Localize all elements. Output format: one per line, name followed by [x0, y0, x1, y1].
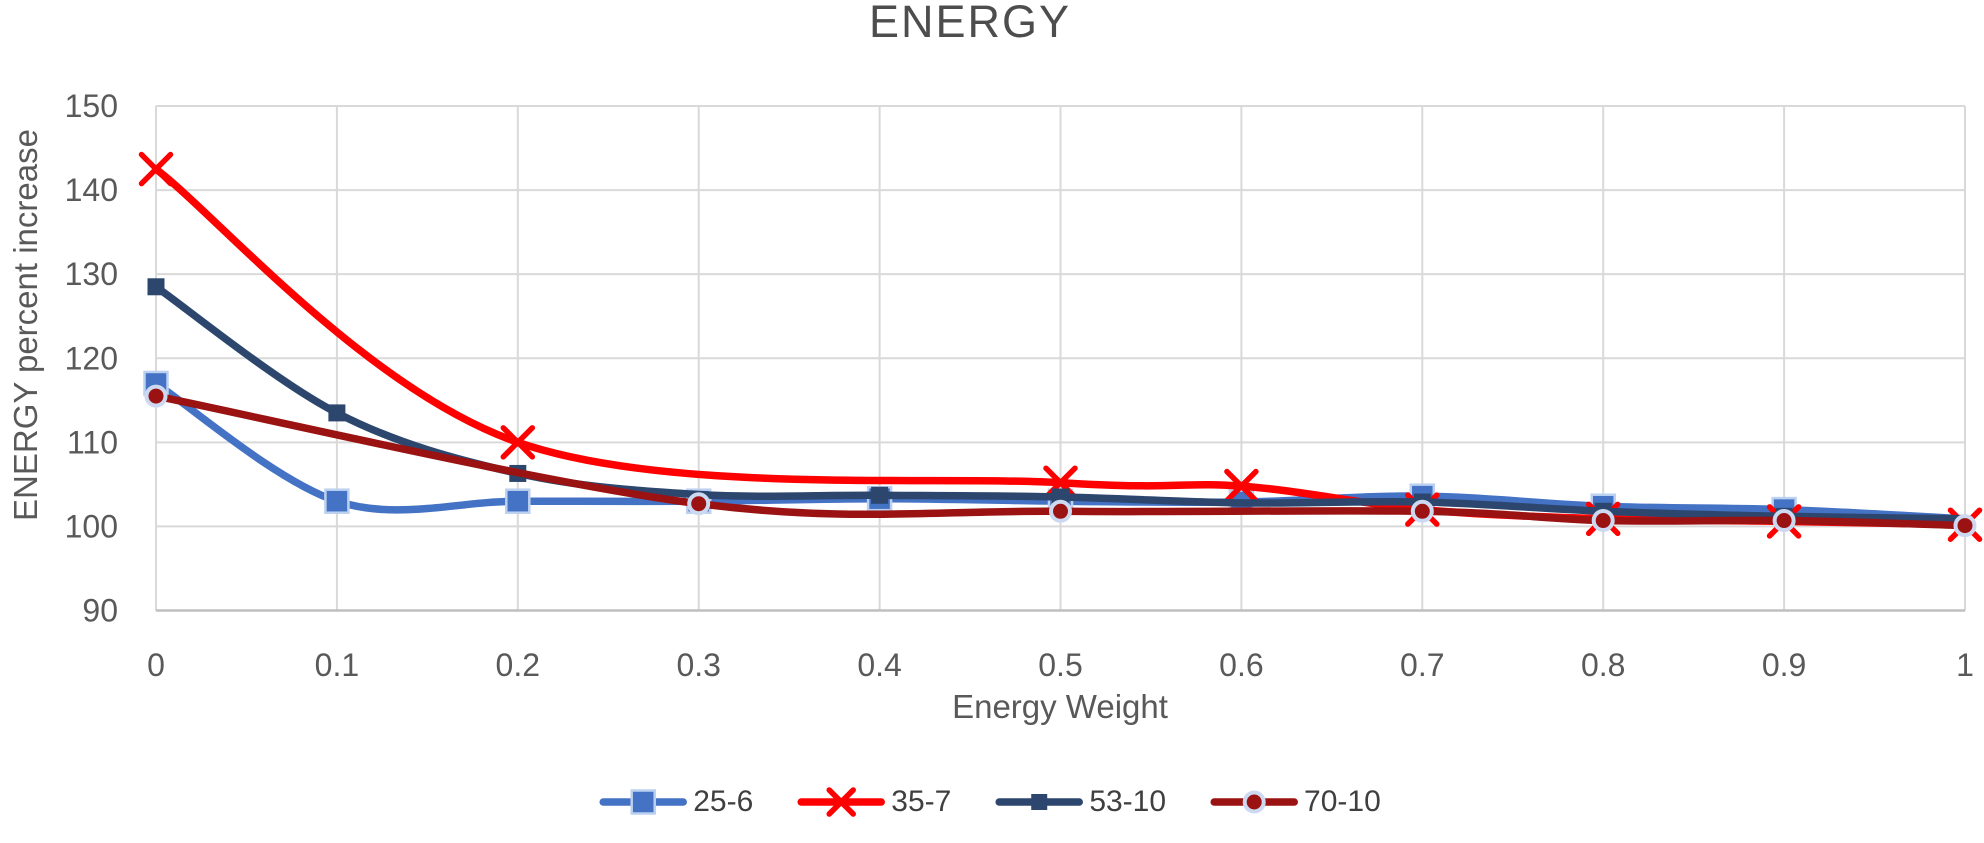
y-tick-label: 100	[65, 508, 118, 544]
legend-label: 25-6	[693, 785, 754, 818]
legend-item-25-6: 25-6	[599, 785, 753, 819]
x-tick-label: 0.4	[857, 647, 901, 683]
marker-70-10	[1591, 509, 1615, 533]
legend-label: 53-10	[1089, 785, 1167, 818]
y-tick-label: 150	[65, 88, 118, 124]
chart-title: ENERGY	[868, 0, 1072, 47]
marker-70-10	[1410, 499, 1434, 523]
y-tick-label: 140	[65, 172, 118, 208]
marker-35-7	[1043, 465, 1078, 500]
marker-35-7	[1224, 468, 1259, 504]
y-tick-label: 130	[65, 256, 118, 292]
x-tick-label: 0.2	[496, 647, 540, 683]
legend: 25-6 35-7 53-10 70-10	[599, 785, 1381, 819]
legend-item-35-7: 35-7	[797, 785, 951, 819]
marker-35-7	[138, 151, 174, 187]
marker-70-10	[1772, 509, 1796, 533]
x-tick-label: 0.7	[1400, 647, 1444, 683]
y-tick-label: 110	[67, 424, 118, 460]
x-tick-label: 0.9	[1762, 647, 1806, 683]
marker-53-10	[147, 278, 165, 296]
y-axis-title: ENERGY percent increase	[7, 129, 44, 521]
x-tick-label: 1	[1956, 647, 1974, 683]
legend-circle-icon	[1210, 790, 1298, 814]
legend-item-53-10: 53-10	[995, 785, 1166, 819]
y-tick-label: 90	[82, 593, 118, 629]
y-tick-label: 120	[65, 340, 118, 376]
marker-70-10	[1953, 514, 1977, 538]
legend-label: 70-10	[1304, 785, 1381, 818]
legend-item-70-10: 70-10	[1210, 785, 1381, 819]
legend-label: 35-7	[891, 785, 952, 818]
marker-35-7	[500, 425, 536, 460]
x-tick-label: 0	[147, 647, 165, 683]
marker-53-10	[328, 404, 346, 422]
series-line-70-10	[152, 392, 1969, 530]
x-tick-label: 0.5	[1038, 647, 1082, 683]
legend-square-icon	[599, 789, 687, 815]
legend-square-icon	[995, 794, 1084, 810]
marker-53-10	[871, 486, 889, 504]
x-tick-label: 0.1	[315, 647, 359, 683]
x-tick-label: 0.6	[1219, 647, 1263, 683]
x-tick-label: 0.8	[1581, 647, 1625, 683]
marker-70-10	[1049, 499, 1072, 523]
legend-x-icon	[797, 787, 886, 817]
x-axis-title: Energy Weight	[952, 688, 1168, 725]
marker-25-6	[324, 488, 350, 514]
marker-25-6	[505, 488, 531, 514]
marker-70-10	[144, 384, 168, 408]
marker-70-10	[687, 492, 711, 516]
x-tick-label: 0.3	[676, 647, 720, 683]
